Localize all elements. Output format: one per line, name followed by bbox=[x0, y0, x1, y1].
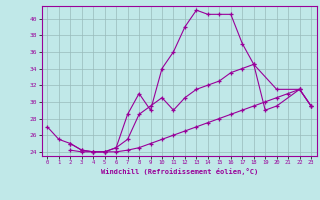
X-axis label: Windchill (Refroidissement éolien,°C): Windchill (Refroidissement éolien,°C) bbox=[100, 168, 258, 175]
